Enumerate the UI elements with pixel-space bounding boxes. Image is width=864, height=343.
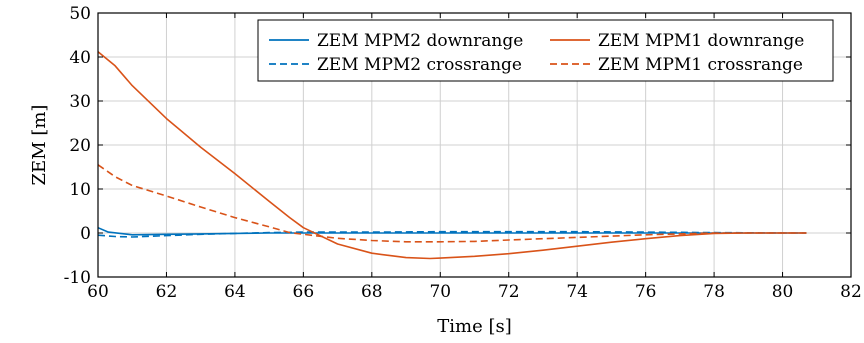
x-tick-label: 80: [772, 282, 794, 302]
x-tick-label: 60: [87, 282, 109, 302]
x-tick-label: 66: [293, 282, 315, 302]
x-tick-label: 82: [840, 282, 862, 302]
series-line-1: [97, 226, 807, 236]
y-tick-label: 50: [69, 4, 91, 24]
x-tick-label: 72: [498, 282, 520, 302]
legend-box: [257, 19, 834, 82]
y-tick-label: 20: [69, 136, 91, 156]
series-line-4: [97, 164, 807, 243]
x-tick-label: 74: [566, 282, 588, 302]
y-tick-label: 10: [69, 180, 91, 200]
series-line-3: [97, 51, 807, 260]
y-axis-label: ZEM [m]: [29, 105, 50, 186]
x-tick-label: 62: [156, 282, 178, 302]
y-tick-label: 0: [80, 224, 91, 244]
x-tick-label: 70: [429, 282, 451, 302]
legend-label: ZEM MPM2 downrange: [317, 31, 523, 51]
legend-label: ZEM MPM1 crossrange: [598, 55, 803, 75]
plot-series: [97, 51, 807, 260]
axis-ticks: 60 62 64 66 68 70 72 74 76 78 80 82 -10 0 10 20 30 40 50: [64, 4, 862, 302]
x-tick-label: 68: [361, 282, 383, 302]
legend-label: ZEM MPM1 downrange: [598, 31, 804, 51]
x-tick-label: 78: [703, 282, 725, 302]
y-tick-label: -10: [64, 268, 91, 288]
legend-label: ZEM MPM2 crossrange: [317, 55, 522, 75]
y-tick-label: 40: [69, 48, 91, 68]
x-tick-label: 76: [635, 282, 657, 302]
y-tick-label: 30: [69, 92, 91, 112]
x-tick-label: 64: [224, 282, 246, 302]
legend: ZEM MPM2 downrange ZEM MPM1 downrange ZEM …: [257, 19, 834, 82]
x-axis-label: Time [s]: [437, 316, 512, 337]
